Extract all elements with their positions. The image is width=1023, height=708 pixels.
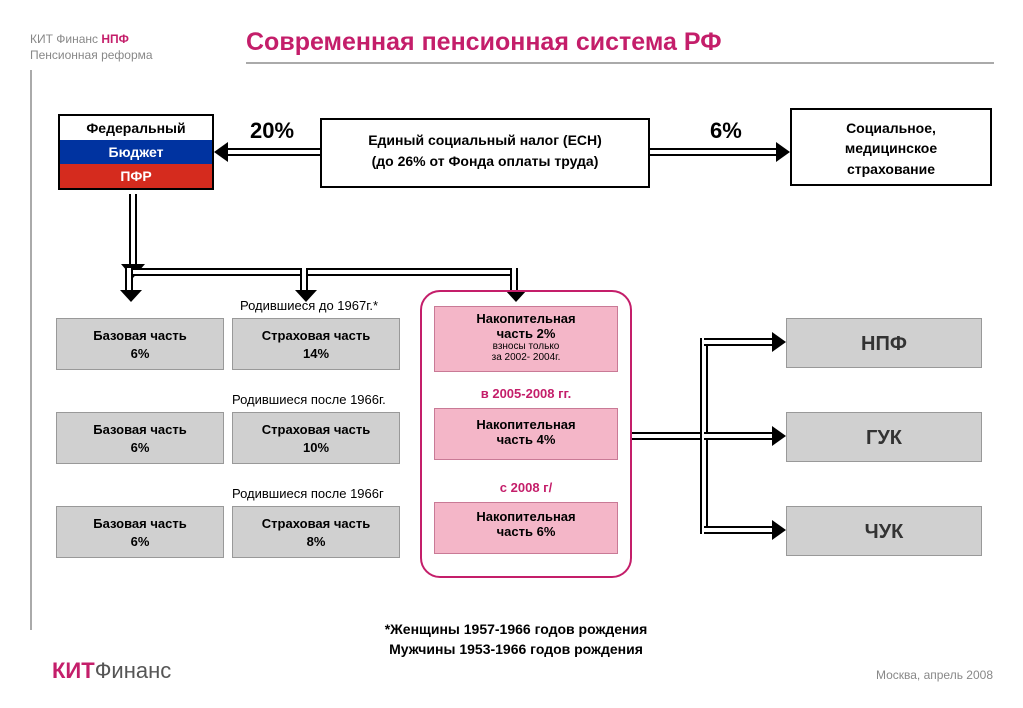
arrow-esn-to-federal	[228, 148, 320, 156]
insurance-box: Социальное, медицинское страхование	[790, 108, 992, 186]
federal-stripe-white: Федеральный	[60, 116, 212, 140]
insurance-l2: медицинское	[792, 138, 990, 158]
footer-date: Москва, апрель 2008	[876, 668, 993, 682]
connector-pink-out	[632, 432, 704, 440]
footer-logo: КИТФинанс	[52, 658, 171, 684]
insurance-l1: Социальное,	[792, 118, 990, 138]
dest-npf: НПФ	[786, 318, 982, 368]
footnote-l2: Мужчины 1953-1966 годов рождения	[336, 640, 696, 660]
connector-to-guk	[704, 432, 772, 440]
pink-label-2005-2008: в 2005-2008 гг.	[434, 386, 618, 401]
header-brand: КИТ Финанс НПФ Пенсионная реформа	[30, 32, 153, 62]
arrow-federal-down	[127, 194, 139, 278]
connector-to-npf	[704, 338, 772, 346]
federal-stripe-red: ПФР	[60, 164, 212, 188]
arrow-esn-to-insurance	[650, 148, 776, 156]
pct-20-label: 20%	[250, 118, 294, 144]
footnote-l1: *Женщины 1957-1966 годов рождения	[336, 620, 696, 640]
row-label-3: Родившиеся после 1966г	[232, 486, 384, 501]
box-insurance-10: Страховая часть10%	[232, 412, 400, 464]
brand-npf: НПФ	[101, 32, 129, 46]
esn-box: Единый социальный налог (ЕСН) (до 26% от…	[320, 118, 650, 188]
footer-kit: КИТ	[52, 658, 95, 683]
title-underline	[246, 62, 994, 64]
esn-line2: (до 26% от Фонда оплаты труда)	[322, 151, 648, 172]
box-base-6-r2: Базовая часть6%	[56, 412, 224, 464]
row-label-2: Родившиеся после 1966г.	[232, 392, 386, 407]
insurance-l3: страхование	[792, 159, 990, 179]
row-label-1: Родившиеся до 1967г.*	[240, 298, 378, 313]
dest-guk: ГУК	[786, 412, 982, 462]
footnote: *Женщины 1957-1966 годов рождения Мужчин…	[336, 620, 696, 659]
box-insurance-14: Страховая часть14%	[232, 318, 400, 370]
pink-box-2pct: Накопительная часть 2% взносы только за …	[434, 306, 618, 372]
box-base-6-r3: Базовая часть6%	[56, 506, 224, 558]
drop-arrow-3	[510, 268, 518, 290]
header-divider	[30, 70, 32, 630]
pink-label-2008: с 2008 г/	[434, 480, 618, 495]
federal-stripe-blue: Бюджет	[60, 140, 212, 164]
esn-line1: Единый социальный налог (ЕСН)	[322, 130, 648, 151]
box-insurance-8: Страховая часть8%	[232, 506, 400, 558]
horizontal-connector	[125, 268, 515, 276]
page-title: Современная пенсионная система РФ	[246, 28, 722, 57]
connector-to-chuk	[704, 526, 772, 534]
drop-arrow-1	[125, 268, 133, 290]
pink-box-4pct: Накопительная часть 4%	[434, 408, 618, 460]
footer-finance: Финанс	[95, 658, 172, 683]
pink-box-6pct: Накопительная часть 6%	[434, 502, 618, 554]
header-subtitle: Пенсионная реформа	[30, 48, 153, 62]
box-base-6-r1: Базовая часть6%	[56, 318, 224, 370]
pct-6-label: 6%	[710, 118, 742, 144]
federal-budget-box: Федеральный Бюджет ПФР	[58, 114, 214, 190]
drop-arrow-2	[300, 268, 308, 290]
dest-chuk: ЧУК	[786, 506, 982, 556]
brand-kitfinance: КИТ Финанс	[30, 32, 98, 46]
